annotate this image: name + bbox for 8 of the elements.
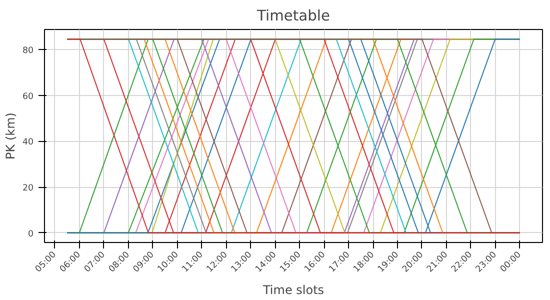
y-axis-title: PK (km): [3, 112, 18, 160]
y-tick-label: 0: [28, 229, 34, 240]
y-tick-label: 20: [22, 184, 34, 194]
chart-title: Timetable: [256, 8, 330, 24]
y-tick-label: 80: [22, 46, 34, 56]
y-tick-label: 60: [22, 92, 34, 102]
x-axis-title: Time slots: [262, 283, 324, 298]
y-tick-label: 40: [22, 138, 34, 148]
